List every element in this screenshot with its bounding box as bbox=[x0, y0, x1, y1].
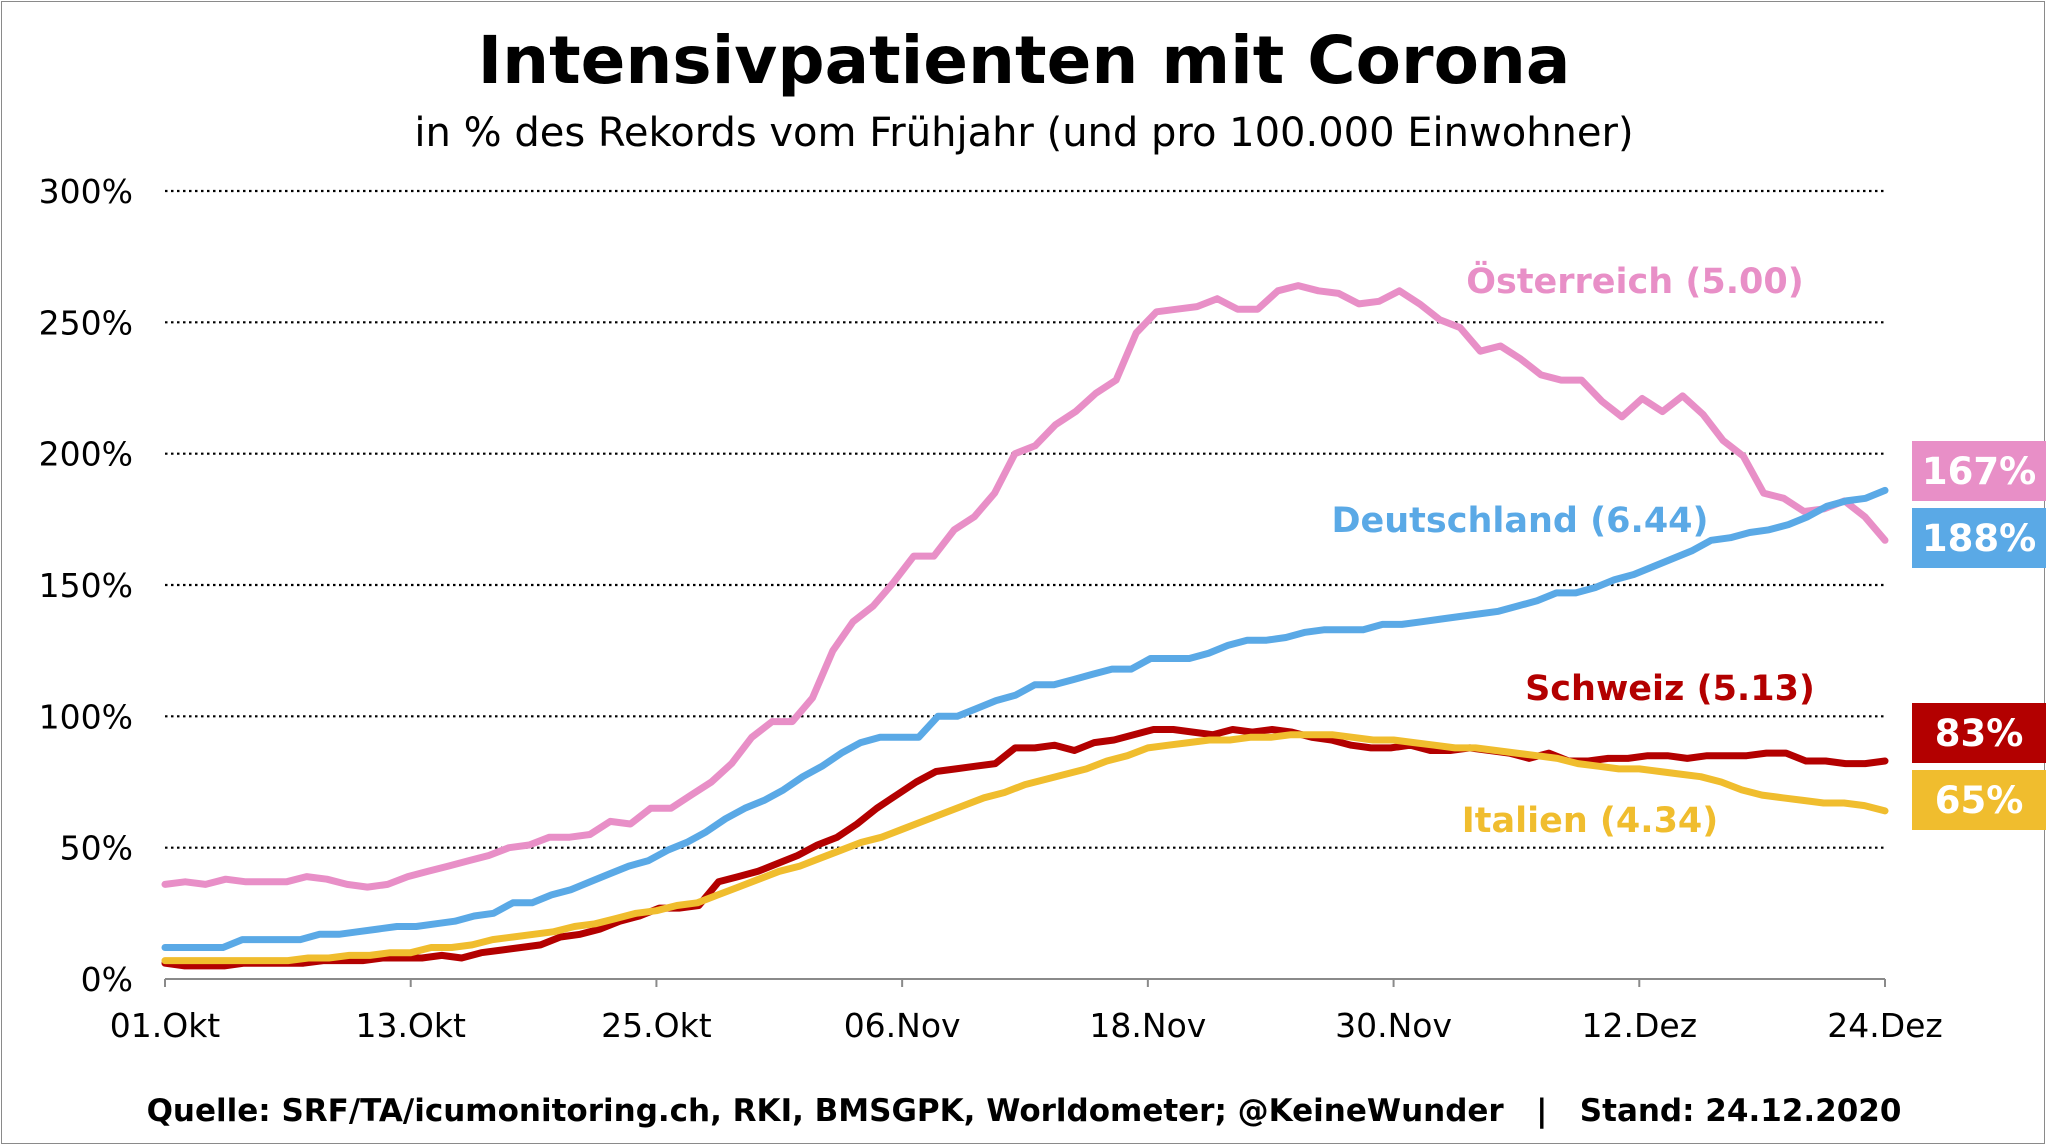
series-label-schweiz: Schweiz (5.13) bbox=[1525, 669, 1815, 709]
series-line-schweiz bbox=[161, 726, 1889, 970]
series-label-italien: Italien (4.34) bbox=[1462, 801, 1719, 841]
y-tick-label: 300% bbox=[39, 172, 133, 211]
end-value-label-italien: 65% bbox=[1935, 779, 2024, 822]
source-note: Quelle: SRF/TA/icumonitoring.ch, RKI, BM… bbox=[146, 1093, 1902, 1129]
x-tick-label: 25.Okt bbox=[601, 1006, 712, 1045]
series-label-deutschland: Deutschland (6.44) bbox=[1331, 501, 1708, 541]
end-value-badge-italien bbox=[1912, 770, 2046, 830]
y-tick-label: 50% bbox=[60, 829, 133, 868]
series-line-deutschland bbox=[161, 486, 1889, 951]
y-tick-label: 100% bbox=[39, 697, 133, 736]
end-value-label-deutschland: 188% bbox=[1922, 517, 2036, 560]
x-tick-label: 12.Dez bbox=[1582, 1006, 1698, 1045]
end-value-label-schweiz: 83% bbox=[1935, 712, 2024, 755]
x-tick-label: 18.Nov bbox=[1089, 1006, 1206, 1045]
x-tick-label: 13.Okt bbox=[355, 1006, 466, 1045]
x-tick-label: 24.Dez bbox=[1827, 1006, 1943, 1045]
chart-subtitle: in % des Rekords vom Frühjahr (und pro 1… bbox=[414, 110, 1634, 156]
end-value-badge-österreich bbox=[1912, 441, 2046, 501]
series-line-italien bbox=[161, 731, 1889, 965]
y-tick-label: 250% bbox=[39, 303, 133, 342]
x-tick-label: 01.Okt bbox=[110, 1006, 221, 1045]
end-value-badge-deutschland bbox=[1912, 508, 2046, 568]
series-label-österreich: Österreich (5.00) bbox=[1466, 260, 1804, 302]
y-tick-label: 150% bbox=[39, 566, 133, 605]
end-value-badge-schweiz bbox=[1912, 703, 2046, 763]
chart-title: Intensivpatienten mit Corona bbox=[477, 22, 1571, 99]
y-tick-label: 0% bbox=[81, 960, 133, 999]
end-value-label-österreich: 167% bbox=[1922, 450, 2036, 493]
y-tick-label: 200% bbox=[39, 435, 133, 474]
x-tick-label: 30.Nov bbox=[1335, 1006, 1452, 1045]
series-line-österreich bbox=[161, 282, 1889, 891]
x-tick-label: 06.Nov bbox=[844, 1006, 961, 1045]
